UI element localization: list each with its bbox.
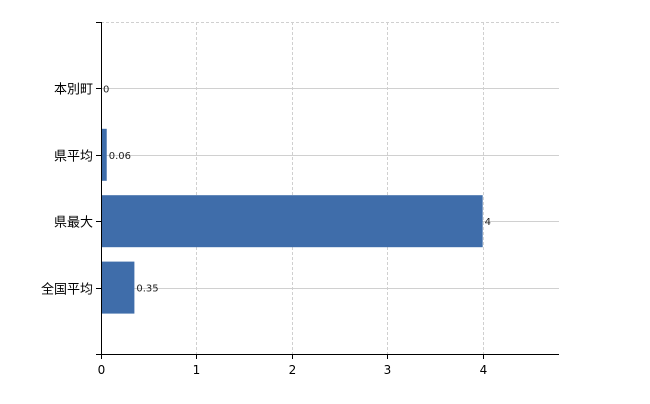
bar <box>101 261 135 314</box>
data-label: 0.06 <box>109 151 131 162</box>
bar <box>101 195 483 248</box>
data-label: 0 <box>103 84 109 95</box>
x-tick-label: 1 <box>193 363 201 377</box>
category-label: 県平均 <box>54 150 93 165</box>
x-tick-label: 0 <box>98 363 106 377</box>
category-label: 全国平均 <box>41 282 93 298</box>
category-label: 本別町 <box>54 83 93 98</box>
x-tick-label: 2 <box>289 363 297 377</box>
bar <box>101 128 107 181</box>
data-label: 4 <box>485 217 491 228</box>
x-tick-label: 3 <box>384 363 392 377</box>
data-label: 0.35 <box>136 284 158 295</box>
category-label: 県最大 <box>54 216 93 231</box>
x-tick-label: 4 <box>480 363 488 377</box>
